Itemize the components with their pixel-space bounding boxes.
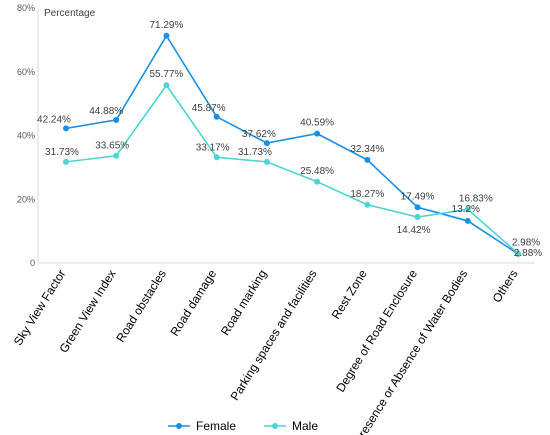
y-tick-label: 20% bbox=[17, 194, 35, 204]
data-label-male: 31.73% bbox=[45, 147, 79, 158]
legend-label-male: Male bbox=[292, 419, 318, 433]
data-point-male bbox=[515, 250, 521, 257]
data-label-male: 2.98% bbox=[512, 238, 540, 249]
x-tick-label: Sky View Factor bbox=[11, 267, 69, 348]
data-label-male: 55.77% bbox=[149, 69, 183, 80]
data-point-female bbox=[63, 125, 69, 132]
axes: 0 20% 40% 60% 80% Percentage Sky View FactorGr… bbox=[11, 3, 535, 435]
data-label-female: 45.87% bbox=[192, 103, 226, 114]
data-point-male bbox=[63, 158, 69, 165]
x-tick-label: Others bbox=[490, 267, 521, 305]
data-label-female: 71.29% bbox=[149, 20, 183, 31]
data-point-male bbox=[163, 82, 170, 89]
data-label-female: 2.88% bbox=[514, 248, 542, 259]
data-point-male bbox=[414, 214, 421, 221]
data-label-female: 13.2% bbox=[452, 204, 480, 215]
data-label-male: 33.17% bbox=[196, 142, 230, 153]
series-layer bbox=[63, 32, 521, 257]
data-label-female: 37.62% bbox=[242, 129, 276, 140]
x-tick-label: Rest Zone bbox=[329, 267, 370, 322]
data-point-male bbox=[364, 201, 371, 208]
data-point-male bbox=[263, 158, 270, 165]
data-point-female bbox=[213, 113, 220, 120]
data-point-female bbox=[364, 156, 371, 163]
x-tick-label: Parking spaces and facilities bbox=[228, 267, 320, 403]
legend-marker-male bbox=[272, 423, 278, 429]
data-label-male: 33.65% bbox=[95, 141, 129, 152]
data-point-male bbox=[464, 206, 471, 213]
data-label-female: 42.24% bbox=[37, 114, 71, 125]
data-point-female bbox=[314, 130, 321, 137]
data-label-male: 18.27% bbox=[350, 189, 384, 200]
series-line-female bbox=[65, 34, 519, 255]
data-point-female bbox=[263, 140, 270, 147]
data-point-male bbox=[213, 154, 220, 161]
data-labels: 42.24% 44.88% 71.29% 45.87% 37.62% 40.59% 32.3… bbox=[37, 20, 542, 259]
y-tick-label: 80% bbox=[17, 3, 35, 13]
x-tick-label: Green View Index bbox=[56, 267, 118, 355]
x-tick-label: Road damage bbox=[167, 267, 219, 339]
y-unit-label: Percentage bbox=[44, 8, 96, 19]
data-label-male: 31.73% bbox=[238, 147, 272, 158]
series-line-male bbox=[65, 83, 519, 255]
data-label-female: 32.34% bbox=[350, 144, 384, 155]
data-label-male: 16.83% bbox=[459, 193, 493, 204]
y-tick-label: 0 bbox=[30, 258, 35, 268]
data-point-male bbox=[113, 152, 120, 159]
y-tick-label: 60% bbox=[17, 67, 35, 77]
legend: Female Male bbox=[168, 419, 318, 433]
x-tick-label: Road obstacles bbox=[113, 267, 169, 345]
data-point-male bbox=[314, 178, 321, 185]
data-label-male: 25.48% bbox=[300, 166, 334, 177]
data-point-female bbox=[163, 32, 170, 39]
data-label-female: 40.59% bbox=[300, 118, 334, 129]
data-point-female bbox=[464, 217, 471, 224]
data-label-male: 14.42% bbox=[397, 225, 431, 236]
legend-label-female: Female bbox=[196, 419, 236, 433]
x-tick-label: Road marking bbox=[218, 267, 269, 338]
data-label-female: 17.49% bbox=[401, 191, 435, 202]
data-point-female bbox=[414, 204, 421, 211]
y-tick-label: 40% bbox=[17, 131, 35, 141]
legend-marker-female bbox=[176, 423, 182, 429]
data-label-female: 44.88% bbox=[89, 106, 123, 117]
data-point-female bbox=[113, 116, 120, 123]
